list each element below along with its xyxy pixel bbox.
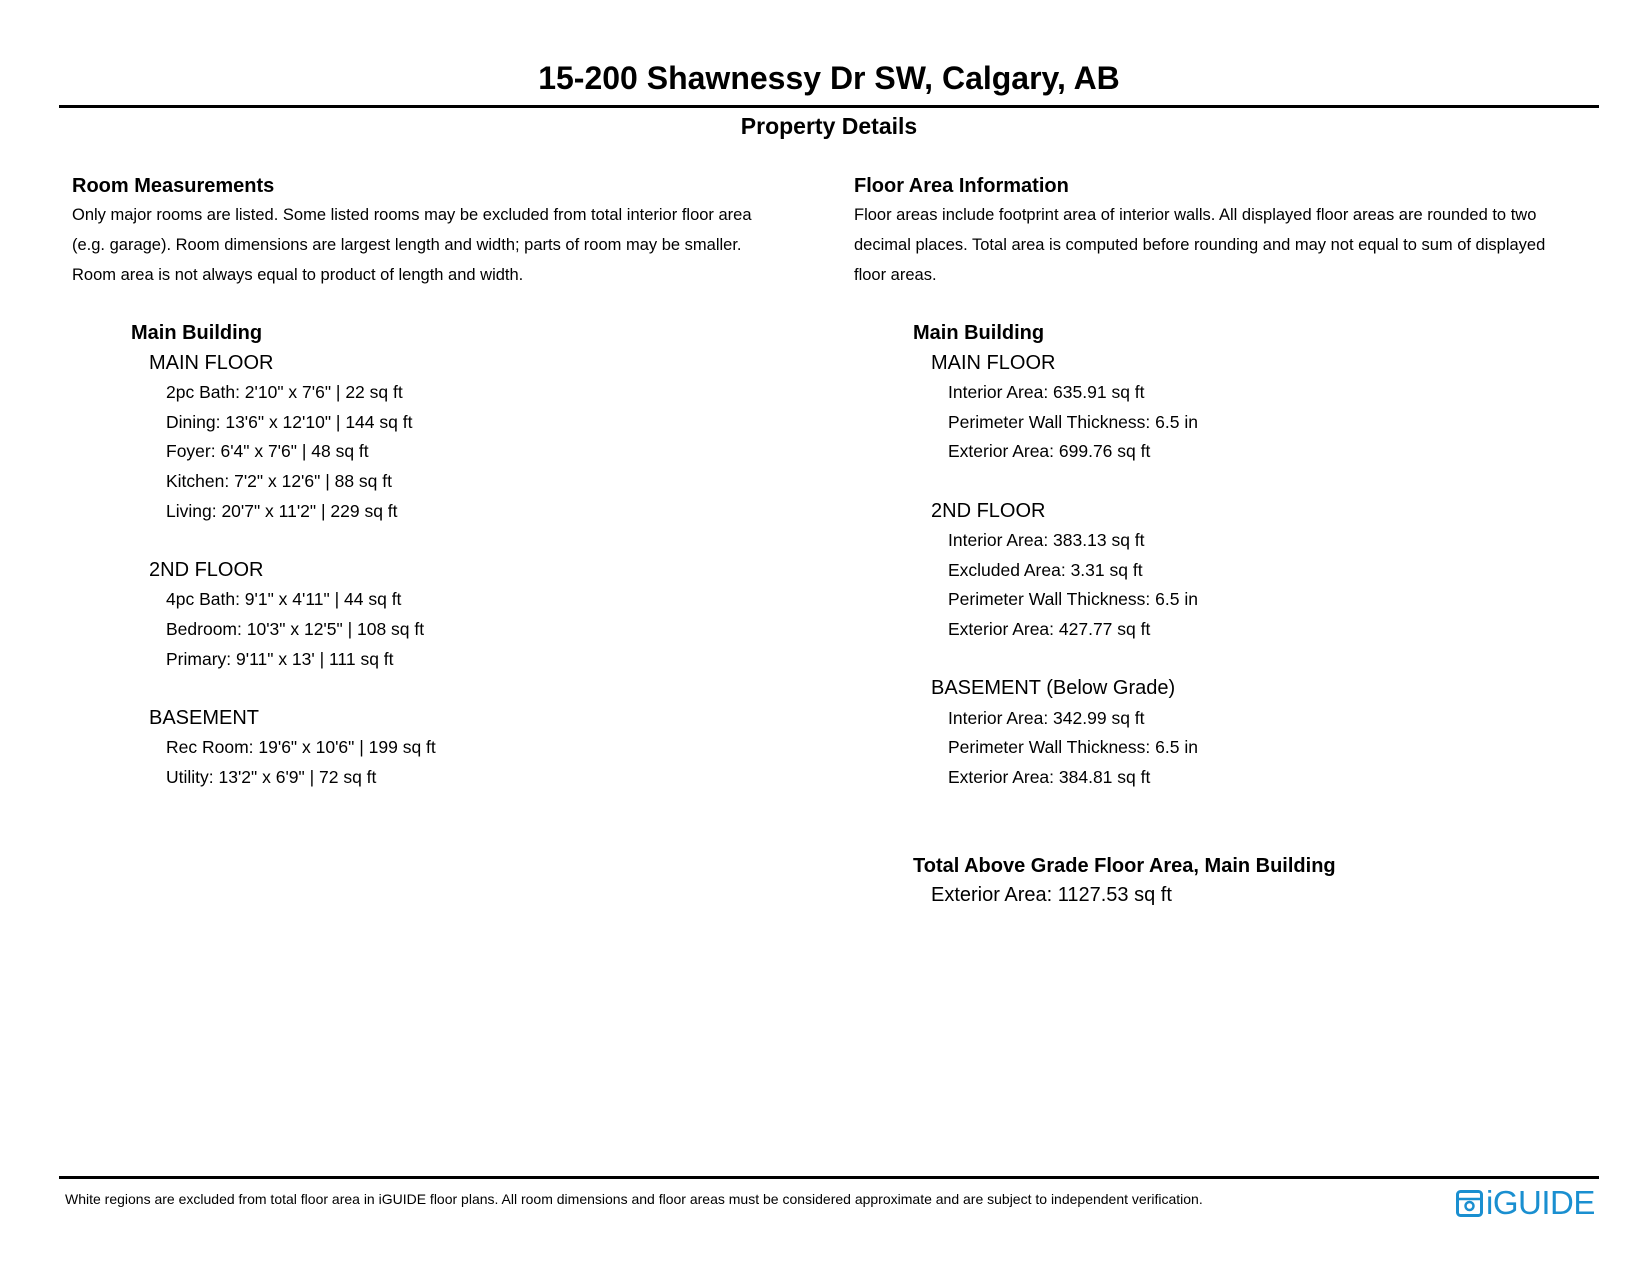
list-item: Perimeter Wall Thickness: 6.5 in (948, 411, 1198, 432)
list-item: 4pc Bath: 9'1" x 4'11" | 44 sq ft (166, 589, 402, 610)
iguide-logo: iGUIDE (1456, 1186, 1595, 1220)
room-measurements-note: Only major rooms are listed. Some listed… (72, 200, 832, 290)
page-subtitle: Property Details (740, 113, 918, 139)
list-item: Interior Area: 383.13 sq ft (948, 530, 1145, 551)
floor-area-section: Floor Area Information Floor areas inclu… (854, 172, 1614, 290)
note-line: decimal places. Total area is computed b… (854, 236, 1546, 254)
list-item: Interior Area: 342.99 sq ft (948, 707, 1145, 728)
header-divider (59, 105, 1599, 108)
logo-text: iGUIDE (1486, 1184, 1595, 1221)
floor-heading: BASEMENT (149, 706, 260, 729)
list-item: Interior Area: 635.91 sq ft (948, 382, 1145, 403)
list-item: Utility: 13'2" x 6'9" | 72 sq ft (166, 766, 377, 787)
note-line: floor areas. (854, 266, 937, 284)
camera-icon (1456, 1189, 1483, 1217)
total-item: Exterior Area: 1127.53 sq ft (931, 884, 1172, 907)
spacer (913, 793, 1336, 823)
floor-area-heading: Floor Area Information (854, 175, 1069, 197)
list-item: Exterior Area: 699.76 sq ft (948, 441, 1151, 462)
floor-heading: 2ND FLOOR (931, 499, 1046, 522)
total-heading: Total Above Grade Floor Area, Main Build… (913, 854, 1336, 877)
note-line: (e.g. garage). Room dimensions are large… (72, 236, 742, 254)
floor-heading: MAIN FLOOR (149, 351, 274, 374)
floor-heading: 2ND FLOOR (149, 558, 264, 581)
floor-area-note: Floor areas include footprint area of in… (854, 200, 1614, 290)
spacer (131, 526, 436, 556)
footer-disclaimer: White regions are excluded from total fl… (65, 1191, 1203, 1207)
spacer (131, 674, 436, 704)
list-item: 2pc Bath: 2'10" x 7'6" | 22 sq ft (166, 382, 403, 403)
room-measurements-heading: Room Measurements (72, 175, 275, 197)
spacer (913, 645, 1336, 675)
list-item: Perimeter Wall Thickness: 6.5 in (948, 589, 1198, 610)
list-item: Rec Room: 19'6" x 10'6" | 199 sq ft (166, 737, 436, 758)
list-item: Perimeter Wall Thickness: 6.5 in (948, 737, 1198, 758)
spacer (913, 822, 1336, 852)
floor-heading: MAIN FLOOR (931, 351, 1056, 374)
list-item: Bedroom: 10'3" x 12'5" | 108 sq ft (166, 618, 425, 639)
list-item: Excluded Area: 3.31 sq ft (948, 559, 1143, 580)
note-line: Room area is not always equal to product… (72, 266, 524, 284)
list-item: Primary: 9'11" x 13' | 111 sq ft (166, 648, 394, 669)
list-item: Living: 20'7" x 11'2" | 229 sq ft (166, 500, 398, 521)
list-item: Foyer: 6'4" x 7'6" | 48 sq ft (166, 441, 369, 462)
note-line: Only major rooms are listed. Some listed… (72, 206, 752, 224)
building-heading: Main Building (131, 322, 263, 344)
list-item: Dining: 13'6" x 12'10" | 144 sq ft (166, 411, 413, 432)
floor-heading: BASEMENT (Below Grade) (931, 677, 1176, 700)
spacer (913, 467, 1336, 497)
building-heading: Main Building (913, 322, 1045, 344)
room-measurements-section: Room Measurements Only major rooms are l… (72, 172, 832, 290)
list-item: Kitchen: 7'2" x 12'6" | 88 sq ft (166, 470, 393, 491)
note-line: Floor areas include footprint area of in… (854, 206, 1537, 224)
room-measurements-list: Main Building MAIN FLOOR 2pc Bath: 2'10" x… (131, 319, 436, 793)
list-item: Exterior Area: 384.81 sq ft (948, 766, 1151, 787)
list-item: Exterior Area: 427.77 sq ft (948, 618, 1151, 639)
page-title: 15-200 Shawnessy Dr SW, Calgary, AB (538, 60, 1120, 96)
footer-divider (59, 1176, 1599, 1179)
floor-area-list: Main Building MAIN FLOOR Interior Area: 63… (913, 319, 1336, 911)
